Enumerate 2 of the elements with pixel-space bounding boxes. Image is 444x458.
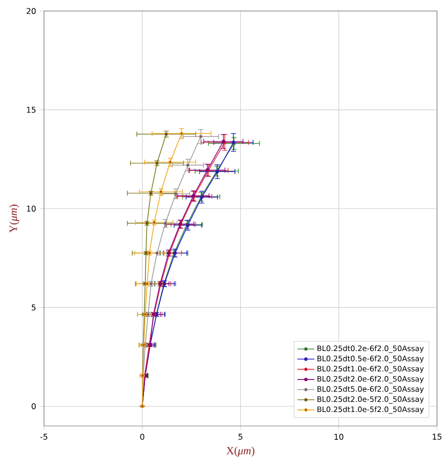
x-axis-title: X(μm) [226,446,254,457]
y-axis-title: Y(μm) [9,204,20,233]
